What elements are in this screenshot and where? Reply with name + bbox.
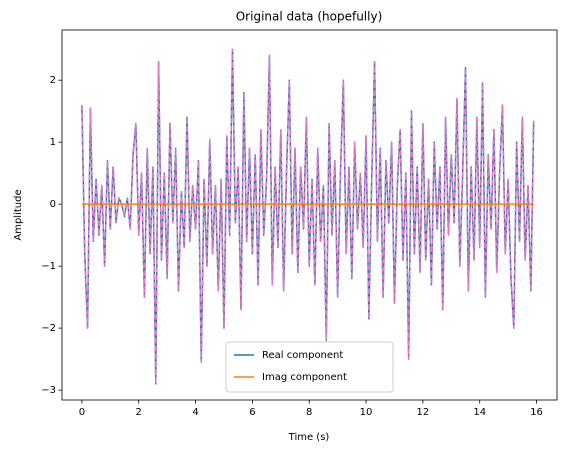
y-tick-label: −3 bbox=[41, 385, 56, 396]
y-tick-label: 0 bbox=[50, 199, 56, 210]
chart-title: Original data (hopefully) bbox=[236, 10, 383, 24]
x-tick-label: 8 bbox=[306, 407, 312, 418]
y-tick-label: 1 bbox=[50, 137, 56, 148]
x-tick-label: 12 bbox=[417, 407, 430, 418]
legend-label: Real component bbox=[262, 350, 343, 361]
data-line bbox=[81, 48, 535, 385]
x-axis-label: Time (s) bbox=[288, 432, 330, 443]
legend-box bbox=[225, 341, 394, 393]
y-axis-label: Amplitude bbox=[13, 189, 24, 240]
x-tick-label: 10 bbox=[360, 407, 373, 418]
x-tick-label: 0 bbox=[79, 407, 85, 418]
x-tick-label: 2 bbox=[136, 407, 142, 418]
legend-label: Imag component bbox=[262, 372, 347, 383]
x-tick-label: 4 bbox=[192, 407, 198, 418]
y-tick-label: 2 bbox=[50, 75, 56, 86]
x-tick-label: 6 bbox=[249, 407, 255, 418]
y-tick-label: −2 bbox=[41, 323, 56, 334]
x-tick-label: 16 bbox=[530, 407, 543, 418]
y-tick-label: −1 bbox=[41, 261, 56, 272]
x-tick-label: 14 bbox=[473, 407, 486, 418]
